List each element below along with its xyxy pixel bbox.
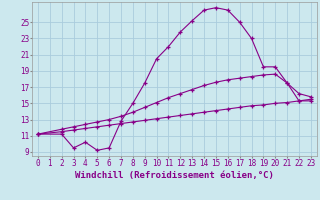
X-axis label: Windchill (Refroidissement éolien,°C): Windchill (Refroidissement éolien,°C) [75,171,274,180]
